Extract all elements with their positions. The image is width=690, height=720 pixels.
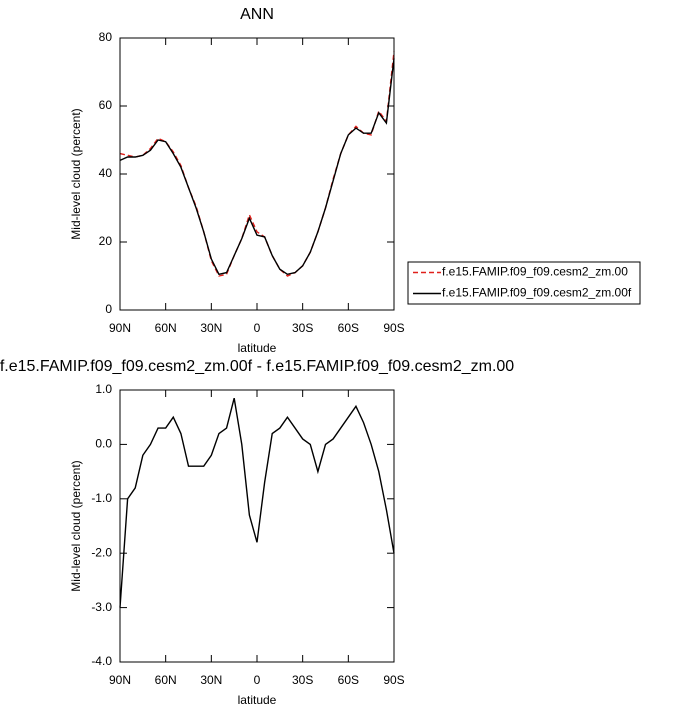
y-tick-label: -4.0: [91, 654, 112, 668]
y-tick-label: -3.0: [91, 600, 112, 614]
x-tick-label: 60N: [155, 673, 177, 687]
x-tick-label: 90S: [383, 673, 404, 687]
legend-label: f.e15.FAMIP.f09_f09.cesm2_zm.00: [442, 265, 628, 279]
x-tick-label: 60N: [155, 321, 177, 335]
x-axis-label: latitude: [238, 341, 277, 355]
plot-frame: [119, 37, 395, 311]
data-line: [119, 51, 395, 277]
y-axis-label: Mid-level cloud (percent): [69, 108, 83, 239]
x-tick-label: 90N: [109, 673, 131, 687]
y-tick-label: 80: [99, 30, 113, 44]
x-tick-label: 90N: [109, 321, 131, 335]
x-tick-label: 30N: [200, 673, 222, 687]
chart-title: f.e15.FAMIP.f09_f09.cesm2_zm.00f - f.e15…: [0, 358, 514, 375]
y-tick-label: 60: [99, 98, 113, 112]
y-axis-label: Mid-level cloud (percent): [69, 460, 83, 591]
y-tick-label: 40: [99, 166, 113, 180]
chart-title: ANN: [240, 6, 274, 23]
legend-box: [407, 261, 641, 305]
legend-label: f.e15.FAMIP.f09_f09.cesm2_zm.00f: [442, 286, 632, 300]
x-tick-label: 30N: [200, 321, 222, 335]
y-tick-label: 0: [105, 302, 112, 316]
y-tick-label: 1.0: [95, 382, 112, 396]
x-tick-label: 30S: [292, 673, 313, 687]
x-tick-label: 0: [254, 321, 261, 335]
y-tick-label: -1.0: [91, 491, 112, 505]
x-axis-label: latitude: [238, 693, 277, 707]
x-tick-label: 0: [254, 673, 261, 687]
y-tick-label: 0.0: [95, 437, 112, 451]
plot-frame: [119, 389, 395, 663]
y-tick-label: -2.0: [91, 545, 112, 559]
x-tick-label: 60S: [338, 673, 359, 687]
x-tick-label: 60S: [338, 321, 359, 335]
data-line: [119, 58, 395, 276]
y-tick-label: 20: [99, 234, 113, 248]
x-tick-label: 90S: [383, 321, 404, 335]
x-tick-label: 30S: [292, 321, 313, 335]
data-line: [119, 397, 395, 608]
